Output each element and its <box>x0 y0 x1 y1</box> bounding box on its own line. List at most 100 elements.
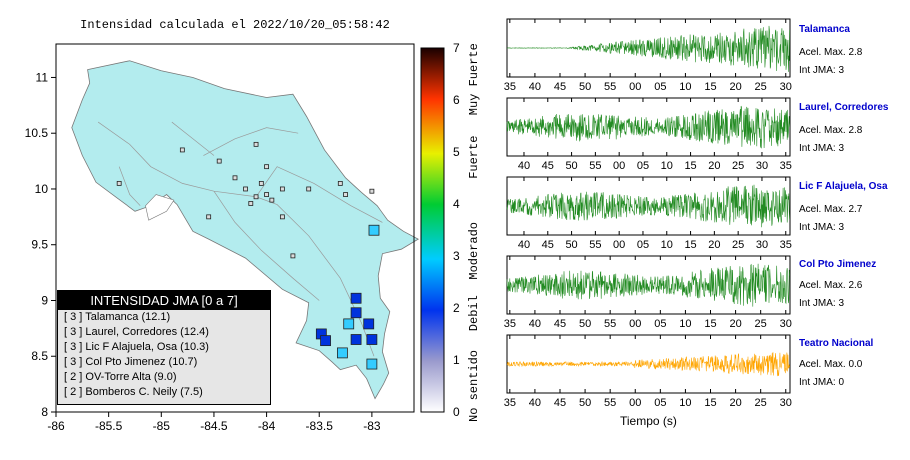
station-marker-minor <box>232 175 238 181</box>
wave-tick-label: 25 <box>732 239 744 251</box>
station-marker-minor <box>279 214 285 220</box>
acel-max: Acel. Max. 2.6 <box>799 280 863 291</box>
wave-tick-label: 10 <box>661 239 673 251</box>
wave-tick-label: 40 <box>529 81 541 93</box>
wave-tick-label: 15 <box>704 81 716 93</box>
station-marker <box>350 292 362 304</box>
station-marker-minor <box>337 180 343 186</box>
wave-tick-label: 35 <box>504 397 516 409</box>
wave-tick-label: 35 <box>780 239 792 251</box>
wave-tick-label: 30 <box>756 160 768 172</box>
wave-tick-label: 00 <box>629 318 641 330</box>
wave-tick-label: 30 <box>780 318 792 330</box>
colorbar-category-label: Fuerte <box>467 136 481 179</box>
wave-tick-label: 30 <box>780 397 792 409</box>
wave-tick-label: 00 <box>613 239 625 251</box>
x-tick-label: -85 <box>153 419 171 433</box>
wave-tick-label: 35 <box>780 160 792 172</box>
colorbar-tick-label: 5 <box>453 145 460 159</box>
wave-tick-label: 30 <box>756 239 768 251</box>
colorbar-category-label: Debil <box>467 295 481 331</box>
wave-tick-label: 55 <box>589 239 601 251</box>
station-marker-minor <box>306 186 312 192</box>
station-marker-minor <box>269 197 275 203</box>
acel-max: Acel. Max. 2.8 <box>799 47 863 58</box>
station-marker <box>363 318 375 330</box>
wave-tick-label: 50 <box>579 318 591 330</box>
colorbar-tick-label: 1 <box>453 353 460 367</box>
x-tick-label: -84.5 <box>200 419 228 433</box>
int-jma: Int JMA: 3 <box>799 143 845 154</box>
colorbar-tick-label: 0 <box>453 405 460 419</box>
wave-tick-label: 50 <box>565 160 577 172</box>
station-marker <box>368 224 380 236</box>
station-marker <box>350 307 362 319</box>
station-info: Acel. Max. 0.0 Int JMA: 0 <box>799 356 862 392</box>
colorbar-tick-label: 6 <box>453 93 460 107</box>
x-tick-label: -83 <box>363 419 381 433</box>
y-tick-label: 10 <box>35 182 49 196</box>
wave-tick-label: 55 <box>604 318 616 330</box>
waveform-trace <box>506 105 790 149</box>
station-marker-minor <box>369 188 375 194</box>
station-name-pto-jimenez[interactable]: Col Pto Jimenez <box>799 259 877 270</box>
wave-tick-label: 25 <box>732 160 744 172</box>
station-marker-minor <box>279 186 285 192</box>
wave-tick-label: 20 <box>708 239 720 251</box>
station-marker-minor <box>216 158 222 164</box>
wave-tick-label: 45 <box>554 318 566 330</box>
waveform-panels: 35 40 45 50 55 00 05 10 15 20 25 30 40 45 50 55 00 05 10 15… <box>504 18 792 409</box>
intensity-colorbar: 0 1 2 3 4 5 6 7 No sentido Debil Moderado Fuerte Muy… <box>420 41 481 422</box>
wave-tick-label: 00 <box>629 81 641 93</box>
wave-tick-label: 55 <box>604 81 616 93</box>
waveform-trace <box>506 25 790 72</box>
legend-row: [ 3 ] Talamanca (12.1) <box>64 311 171 323</box>
wave-tick-label: 10 <box>679 397 691 409</box>
int-jma: Int JMA: 3 <box>799 298 845 309</box>
station-marker <box>366 334 378 345</box>
legend-row: [ 2 ] Bomberos C. Neily (7.5) <box>64 386 203 398</box>
wave-tick-label: 40 <box>518 239 530 251</box>
x-tick-label: -83.5 <box>306 419 334 433</box>
intensity-legend: INTENSIDAD JMA [0 a 7] [ 3 ] Talamanca (… <box>57 290 271 405</box>
wave-tick-label: 10 <box>661 160 673 172</box>
wave-tick-label: 10 <box>679 81 691 93</box>
station-name-talamanca[interactable]: Talamanca <box>799 24 850 35</box>
map-title: Intensidad calculada el 2022/10/20_05:58… <box>80 18 390 32</box>
wave-tick-label: 05 <box>637 239 649 251</box>
waveform-trace <box>506 184 790 228</box>
wave-tick-label: 15 <box>704 397 716 409</box>
colorbar-tick-label: 2 <box>453 301 460 315</box>
station-marker <box>320 335 331 347</box>
wave-tick-label: 20 <box>729 318 741 330</box>
wave-tick-label: 05 <box>654 318 666 330</box>
wave-tick-label: 40 <box>518 160 530 172</box>
wave-tick-label: 25 <box>755 397 767 409</box>
station-name-teatro-nacional[interactable]: Teatro Nacional <box>799 338 874 349</box>
station-info: Acel. Max. 2.8 Int JMA: 3 <box>799 44 862 80</box>
waveform-trace <box>506 263 790 307</box>
wave-tick-label: 55 <box>604 397 616 409</box>
colorbar-category-label: Muy Fuerte <box>467 43 481 115</box>
legend-row: [ 3 ] Lic F Alajuela, Osa (10.3) <box>64 341 209 353</box>
wave-tick-label: 55 <box>589 160 601 172</box>
map-plot-area[interactable] <box>71 60 420 400</box>
station-name-laurel[interactable]: Laurel, Corredores <box>799 102 889 113</box>
wave-tick-label: 25 <box>755 318 767 330</box>
wave-tick-label: 20 <box>708 160 720 172</box>
acel-max: Acel. Max. 2.8 <box>799 125 863 136</box>
station-marker-minor <box>264 192 269 197</box>
wave-tick-label: 05 <box>654 81 666 93</box>
station-name-alajuela-osa[interactable]: Lic F Alajuela, Osa <box>799 181 888 192</box>
wave-tick-label: 25 <box>755 81 767 93</box>
station-info: Acel. Max. 2.7 Int JMA: 3 <box>799 201 862 237</box>
x-tick-label: -85.5 <box>95 419 123 433</box>
wave-tick-label: 45 <box>554 397 566 409</box>
wave-tick-label: 45 <box>554 81 566 93</box>
station-marker <box>343 318 355 330</box>
wave-tick-label: 20 <box>729 397 741 409</box>
wave-tick-label: 00 <box>629 397 641 409</box>
station-marker <box>366 358 378 370</box>
map-frame <box>55 43 415 413</box>
station-marker-minor <box>243 186 248 192</box>
